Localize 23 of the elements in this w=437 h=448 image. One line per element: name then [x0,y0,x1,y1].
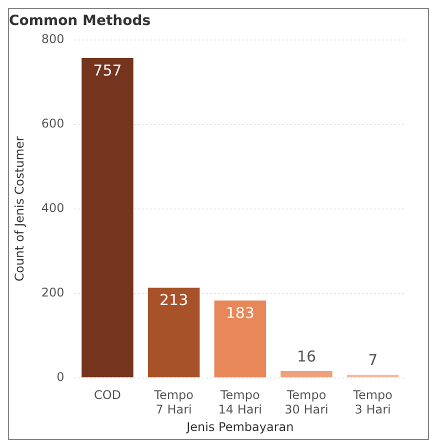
y-tick-label: 400 [41,200,64,215]
x-tick-label: Tempo 3 Hari [352,388,392,417]
y-tick-label: 200 [41,285,64,300]
bar [280,371,332,378]
data-label: 213 [159,291,188,310]
data-label: 183 [226,304,254,322]
y-axis-title: Count of Jenis Costumer [12,136,26,282]
x-tick-label: Tempo 14 Hari [218,388,262,417]
x-tick-label: Tempo 7 Hari [153,388,194,417]
data-label: 757 [93,61,122,80]
bar [82,58,134,378]
x-tick-label: Tempo 30 Hari [284,388,328,417]
bar [214,300,266,378]
data-label: 16 [296,347,316,366]
bar [148,288,200,378]
x-axis-title: Jenis Pembayaran [186,420,294,434]
bar [346,374,399,378]
y-tick-label: 600 [41,116,64,130]
x-tick-label: COD [94,388,122,402]
y-tick-label: 0 [56,370,64,384]
chart-title: Common Methods [9,13,151,30]
y-tick-label: 800 [41,32,64,46]
data-label: 7 [368,351,378,370]
